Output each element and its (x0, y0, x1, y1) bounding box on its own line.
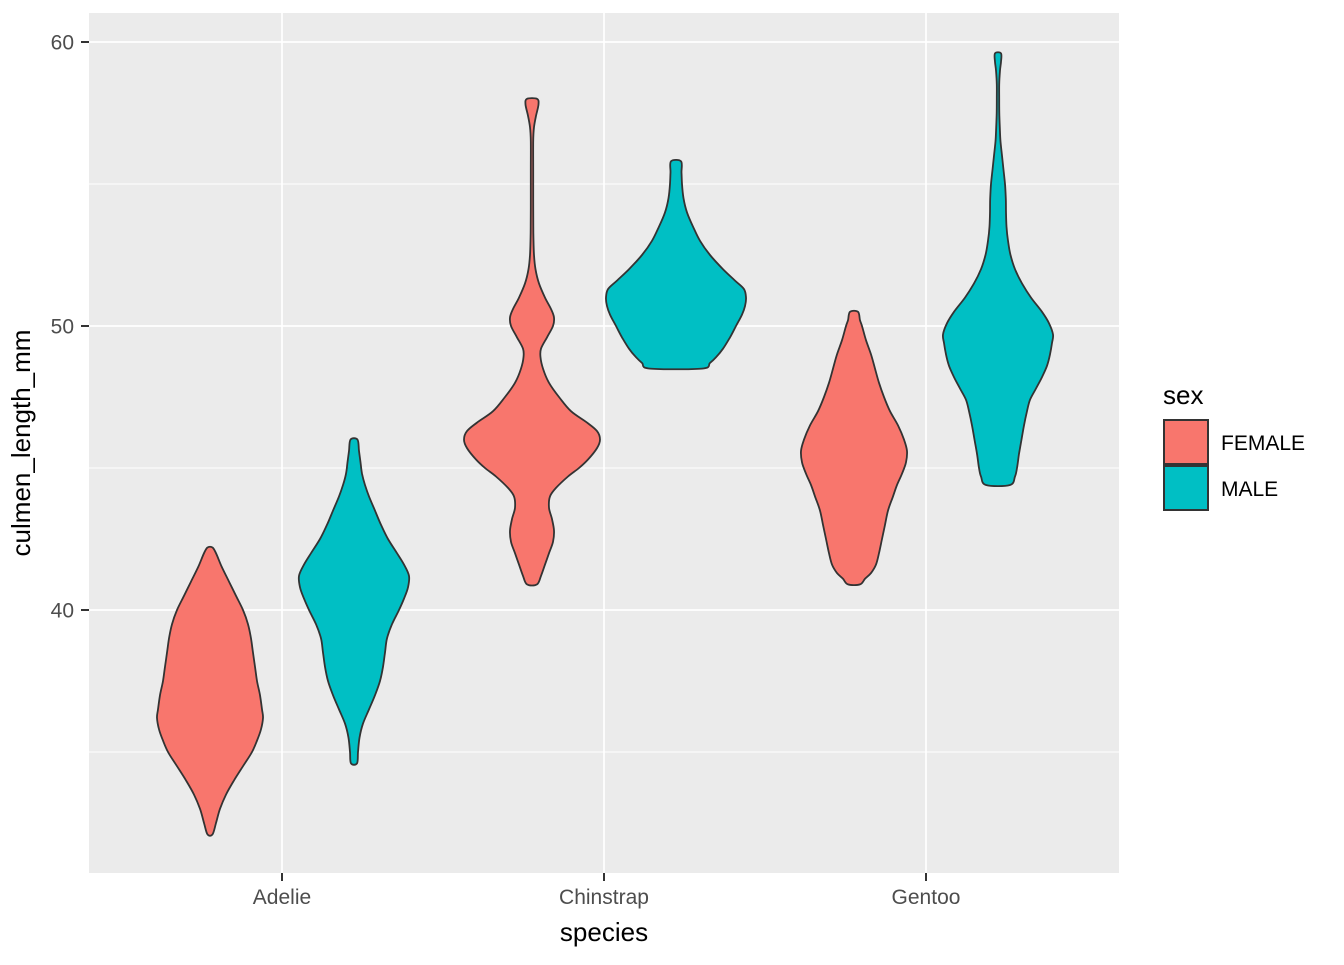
y-axis-title: culmen_length_mm (6, 330, 36, 557)
y-tick-label-40: 40 (51, 600, 74, 623)
violin-gentoo-male (941, 51, 1055, 488)
violin-chinstrap-female (463, 97, 601, 587)
x-tick-label-adelie: Adelie (253, 886, 311, 909)
legend-key-female (1163, 419, 1209, 465)
violin-chinstrap-male (605, 158, 747, 371)
y-tick-label-50: 50 (51, 316, 74, 339)
axis-tick-marks (81, 41, 927, 881)
axis-tick-labels: 60 50 40 Adelie Chinstrap Gentoo (51, 32, 961, 910)
x-tick-label-gentoo: Gentoo (892, 886, 961, 909)
y-tick-label-60: 60 (51, 32, 74, 55)
gridlines-major (89, 13, 1119, 873)
legend-title: sex (1163, 380, 1203, 410)
violin-gentoo-female (800, 309, 908, 587)
violins (156, 51, 1055, 837)
legend-label-female: FEMALE (1221, 432, 1305, 455)
violin-adelie-female (156, 545, 264, 837)
x-tick-label-chinstrap: Chinstrap (559, 886, 649, 909)
legend-key-male (1163, 465, 1209, 511)
legend: sex FEMALE MALE (1163, 380, 1305, 511)
legend-label-male: MALE (1221, 478, 1278, 501)
x-axis-title: species (560, 917, 648, 947)
violin-adelie-male (297, 437, 411, 766)
